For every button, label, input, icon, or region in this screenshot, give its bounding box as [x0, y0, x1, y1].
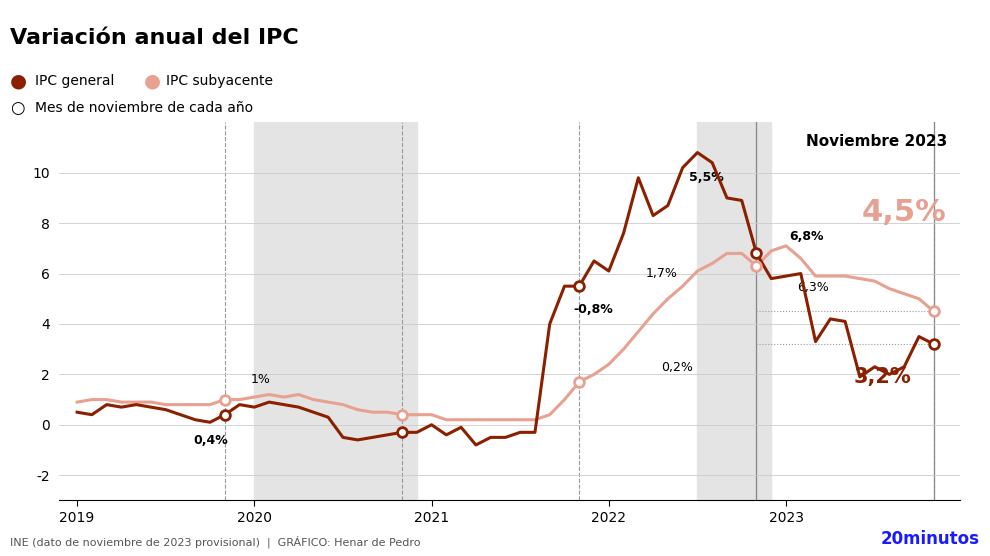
- Text: 6,8%: 6,8%: [789, 230, 824, 244]
- Text: 5,5%: 5,5%: [689, 171, 724, 184]
- Bar: [254, 122, 417, 500]
- Text: IPC subyacente: IPC subyacente: [166, 73, 273, 88]
- Text: ●: ●: [10, 71, 27, 90]
- Text: 0,2%: 0,2%: [660, 361, 693, 374]
- Text: -0,8%: -0,8%: [573, 302, 614, 316]
- Text: 0,4%: 0,4%: [193, 434, 228, 446]
- Text: ○: ○: [10, 100, 25, 117]
- Text: 1%: 1%: [250, 373, 270, 386]
- Text: Mes de noviembre de cada año: Mes de noviembre de cada año: [35, 101, 252, 116]
- Text: 20minutos: 20minutos: [881, 530, 980, 548]
- Text: ●: ●: [144, 71, 160, 90]
- Text: 3,2%: 3,2%: [854, 367, 912, 387]
- Bar: [697, 122, 771, 500]
- Text: Noviembre 2023: Noviembre 2023: [806, 133, 946, 148]
- Text: Variación anual del IPC: Variación anual del IPC: [10, 28, 299, 48]
- Text: 1,7%: 1,7%: [646, 267, 678, 280]
- Text: IPC general: IPC general: [35, 73, 114, 88]
- Text: 4,5%: 4,5%: [862, 198, 946, 227]
- Text: 6,3%: 6,3%: [797, 281, 829, 294]
- Text: INE (dato de noviembre de 2023 provisional)  |  GRÁFICO: Henar de Pedro: INE (dato de noviembre de 2023 provision…: [10, 535, 421, 548]
